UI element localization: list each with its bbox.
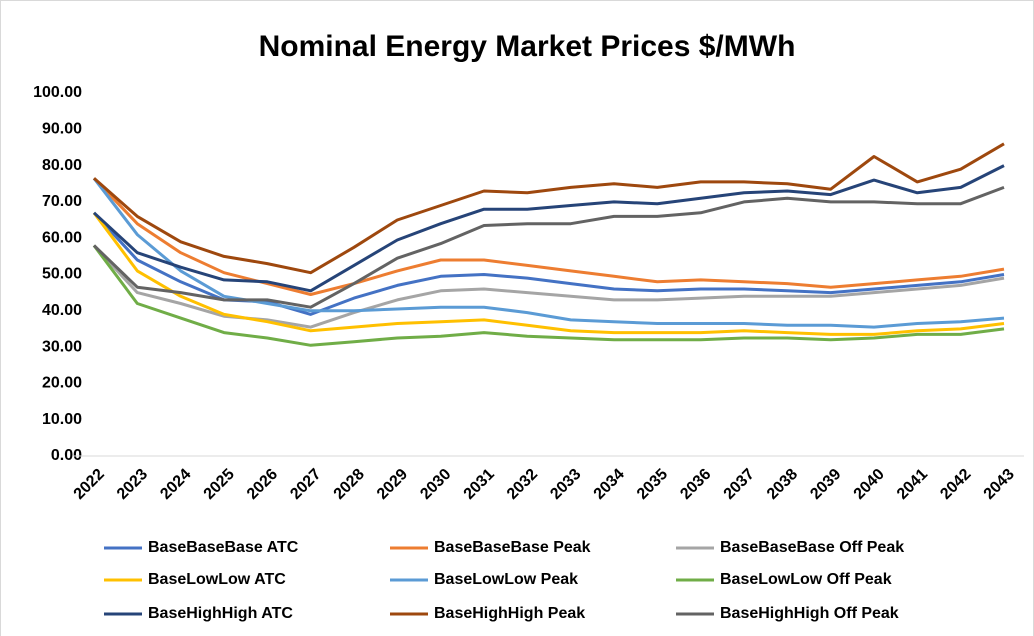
y-tick-label: 80.00 xyxy=(42,157,82,174)
legend-label: BaseBaseBase ATC xyxy=(148,539,299,556)
legend-label: BaseLowLow ATC xyxy=(148,571,286,588)
series-line xyxy=(92,177,1005,296)
chart-title: Nominal Energy Market Prices $/MWh xyxy=(259,30,796,63)
legend-label: BaseHighHigh Off Peak xyxy=(720,605,899,622)
y-tick-label: 10.00 xyxy=(42,411,82,428)
y-tick-label: 100.00 xyxy=(33,84,82,101)
legend-label: BaseBaseBase Peak xyxy=(434,539,591,556)
y-tick-label: 20.00 xyxy=(42,375,82,392)
legend-label: BaseLowLow Peak xyxy=(434,571,578,588)
series-line xyxy=(92,164,1005,293)
y-tick-label: 60.00 xyxy=(42,229,82,246)
y-tick-label: 40.00 xyxy=(42,302,82,319)
y-tick-label: 30.00 xyxy=(42,338,82,355)
y-tick-label: 50.00 xyxy=(42,266,82,283)
y-tick-label: 90.00 xyxy=(42,121,82,138)
legend-label: BaseHighHigh ATC xyxy=(148,605,293,622)
series-line xyxy=(92,211,1005,336)
legend-label: BaseLowLow Off Peak xyxy=(720,571,892,588)
series-line xyxy=(92,185,1005,309)
legend-label: BaseBaseBase Off Peak xyxy=(720,539,904,556)
y-tick-label: 70.00 xyxy=(42,193,82,210)
y-tick-label: 0.00 xyxy=(51,447,82,464)
series-line xyxy=(93,142,1005,275)
series-line xyxy=(92,244,1005,347)
legend-label: BaseHighHigh Peak xyxy=(434,605,585,622)
